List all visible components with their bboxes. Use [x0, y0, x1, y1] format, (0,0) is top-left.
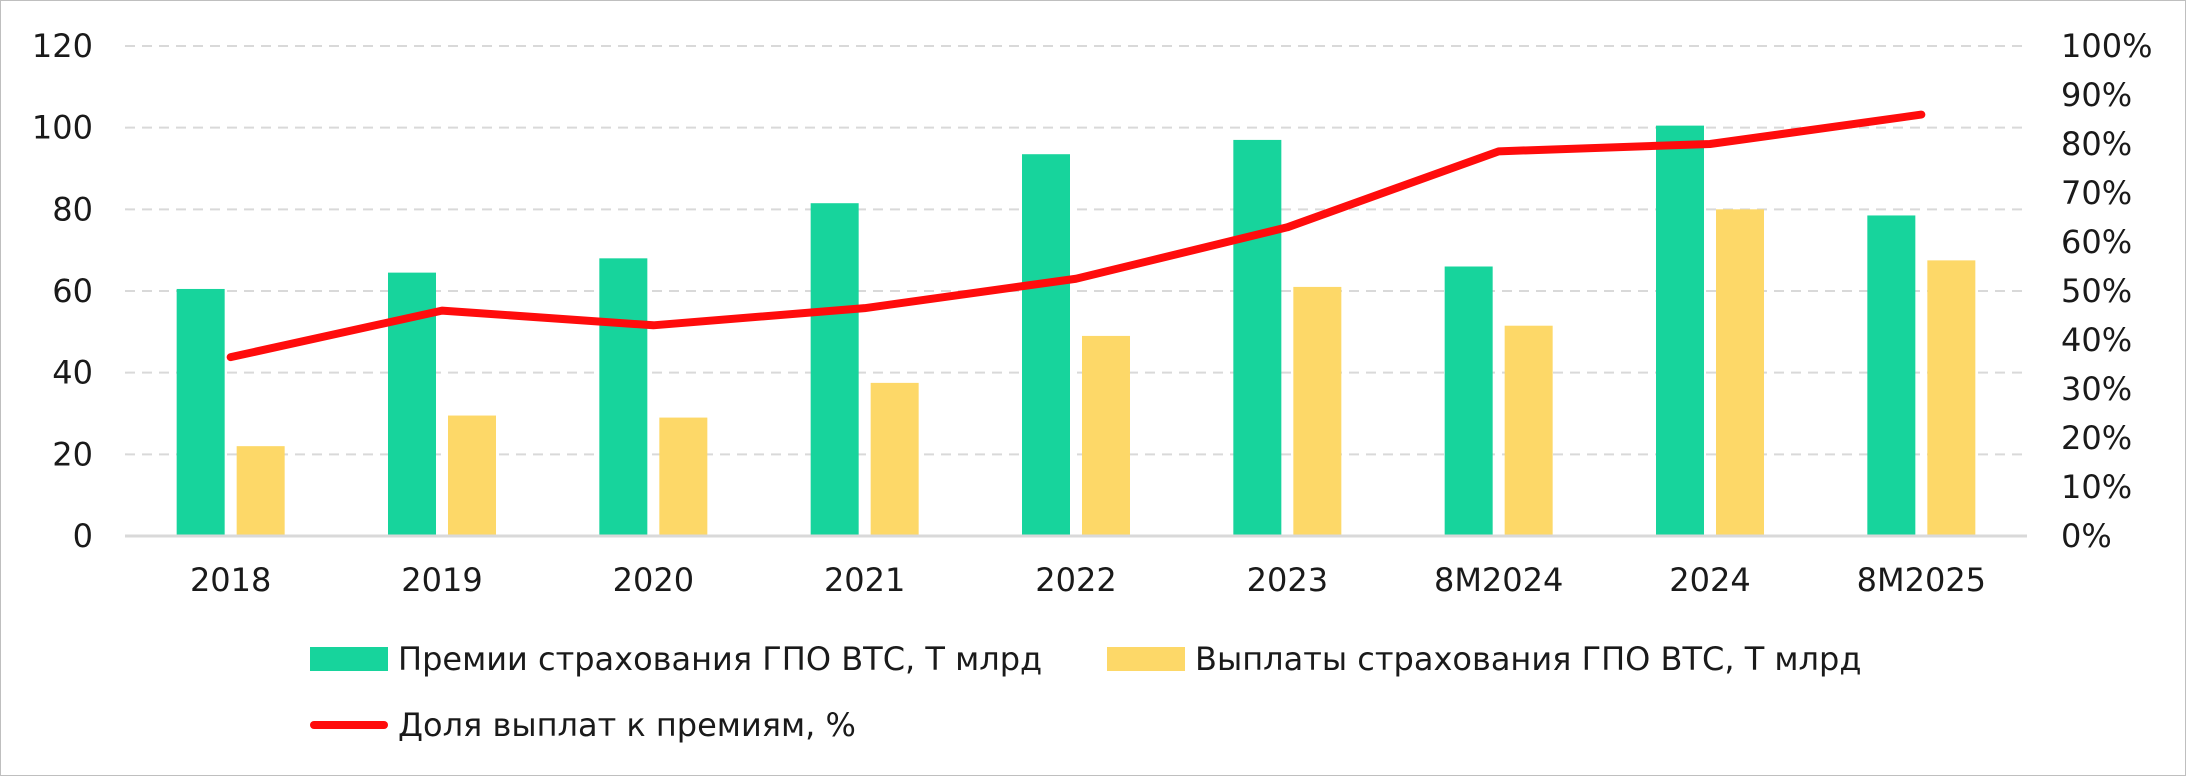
x-tick-label: 8M2025	[1857, 561, 1986, 599]
premium-bar-2023	[1233, 139, 1282, 536]
y-right-tick-label: 20%	[2061, 419, 2132, 457]
payout-bar-2022	[1082, 335, 1130, 536]
y-right-tick-label: 80%	[2061, 125, 2132, 163]
ratio-line	[226, 110, 1926, 362]
payout-bar-2023	[1293, 286, 1342, 536]
legend-swatch	[1107, 647, 1185, 671]
bars	[176, 125, 1976, 537]
legend-item: Доля выплат к премиям, %	[310, 706, 856, 744]
payout-bar-2024	[1716, 209, 1764, 537]
y-right-tick-label: 30%	[2061, 370, 2132, 408]
premium-bar-8M2024	[1444, 266, 1493, 536]
legend-item: Премии страхования ГПО ВТС, Т млрд	[310, 640, 1042, 678]
x-tick-label: 8M2024	[1434, 561, 1563, 599]
y-right-tick-label: 70%	[2061, 174, 2132, 212]
payout-bar-2018	[236, 446, 285, 536]
premium-bar-2021	[810, 203, 859, 537]
x-tick-label: 2018	[190, 561, 271, 599]
y-right-tick-label: 40%	[2061, 321, 2132, 359]
x-tick-label: 2019	[401, 561, 482, 599]
grid-lines	[125, 45, 2027, 456]
payout-bar-2020	[659, 417, 708, 536]
payout-bar-8M2025	[1927, 260, 1976, 536]
x-tick-label: 2023	[1247, 561, 1328, 599]
y-left-tick-label: 120	[32, 27, 93, 65]
y-right-tick-label: 90%	[2061, 76, 2132, 114]
premium-bar-2024	[1656, 125, 1704, 536]
legend-item: Выплаты страхования ГПО ВТС, Т млрд	[1107, 640, 1861, 678]
premium-bar-2020	[599, 258, 648, 536]
y-right-tick-label: 50%	[2061, 272, 2132, 310]
payout-bar-2021	[870, 382, 919, 536]
x-tick-label: 2020	[613, 561, 694, 599]
premium-bar-2018	[176, 288, 225, 536]
y-left-tick-label: 40	[52, 354, 93, 392]
y-left-tick-label: 0	[73, 517, 93, 555]
y-right-tick-label: 100%	[2061, 27, 2152, 65]
y-right-tick-label: 10%	[2061, 468, 2132, 506]
payout-bar-2019	[448, 415, 496, 536]
y-left-tick-label: 60	[52, 272, 93, 310]
x-tick-label: 2021	[824, 561, 905, 599]
y-right-tick-label: 0%	[2061, 517, 2112, 555]
premium-bar-2022	[1022, 154, 1070, 537]
premium-bar-8M2025	[1867, 215, 1916, 537]
legend-label: Премии страхования ГПО ВТС, Т млрд	[398, 640, 1042, 678]
y-left-tick-label: 100	[32, 109, 93, 147]
payout-bar-8M2024	[1504, 325, 1553, 536]
legend-label: Выплаты страхования ГПО ВТС, Т млрд	[1195, 640, 1861, 678]
axes: 0 20 40 60 80 100 120 0% 10% 20% 30% 40% 50% 60% 70% 80…	[32, 27, 2153, 599]
y-left-tick-label: 20	[52, 435, 93, 473]
legend-label: Доля выплат к премиям, %	[398, 706, 856, 744]
legend-swatch	[310, 647, 388, 671]
y-right-tick-label: 60%	[2061, 223, 2132, 261]
y-left-tick-label: 80	[52, 190, 93, 228]
x-tick-label: 2022	[1035, 561, 1116, 599]
x-tick-label: 2024	[1669, 561, 1750, 599]
legend: Премии страхования ГПО ВТС, Т млрд Выплат…	[310, 640, 1861, 744]
ratio-line-layer	[226, 110, 1926, 362]
